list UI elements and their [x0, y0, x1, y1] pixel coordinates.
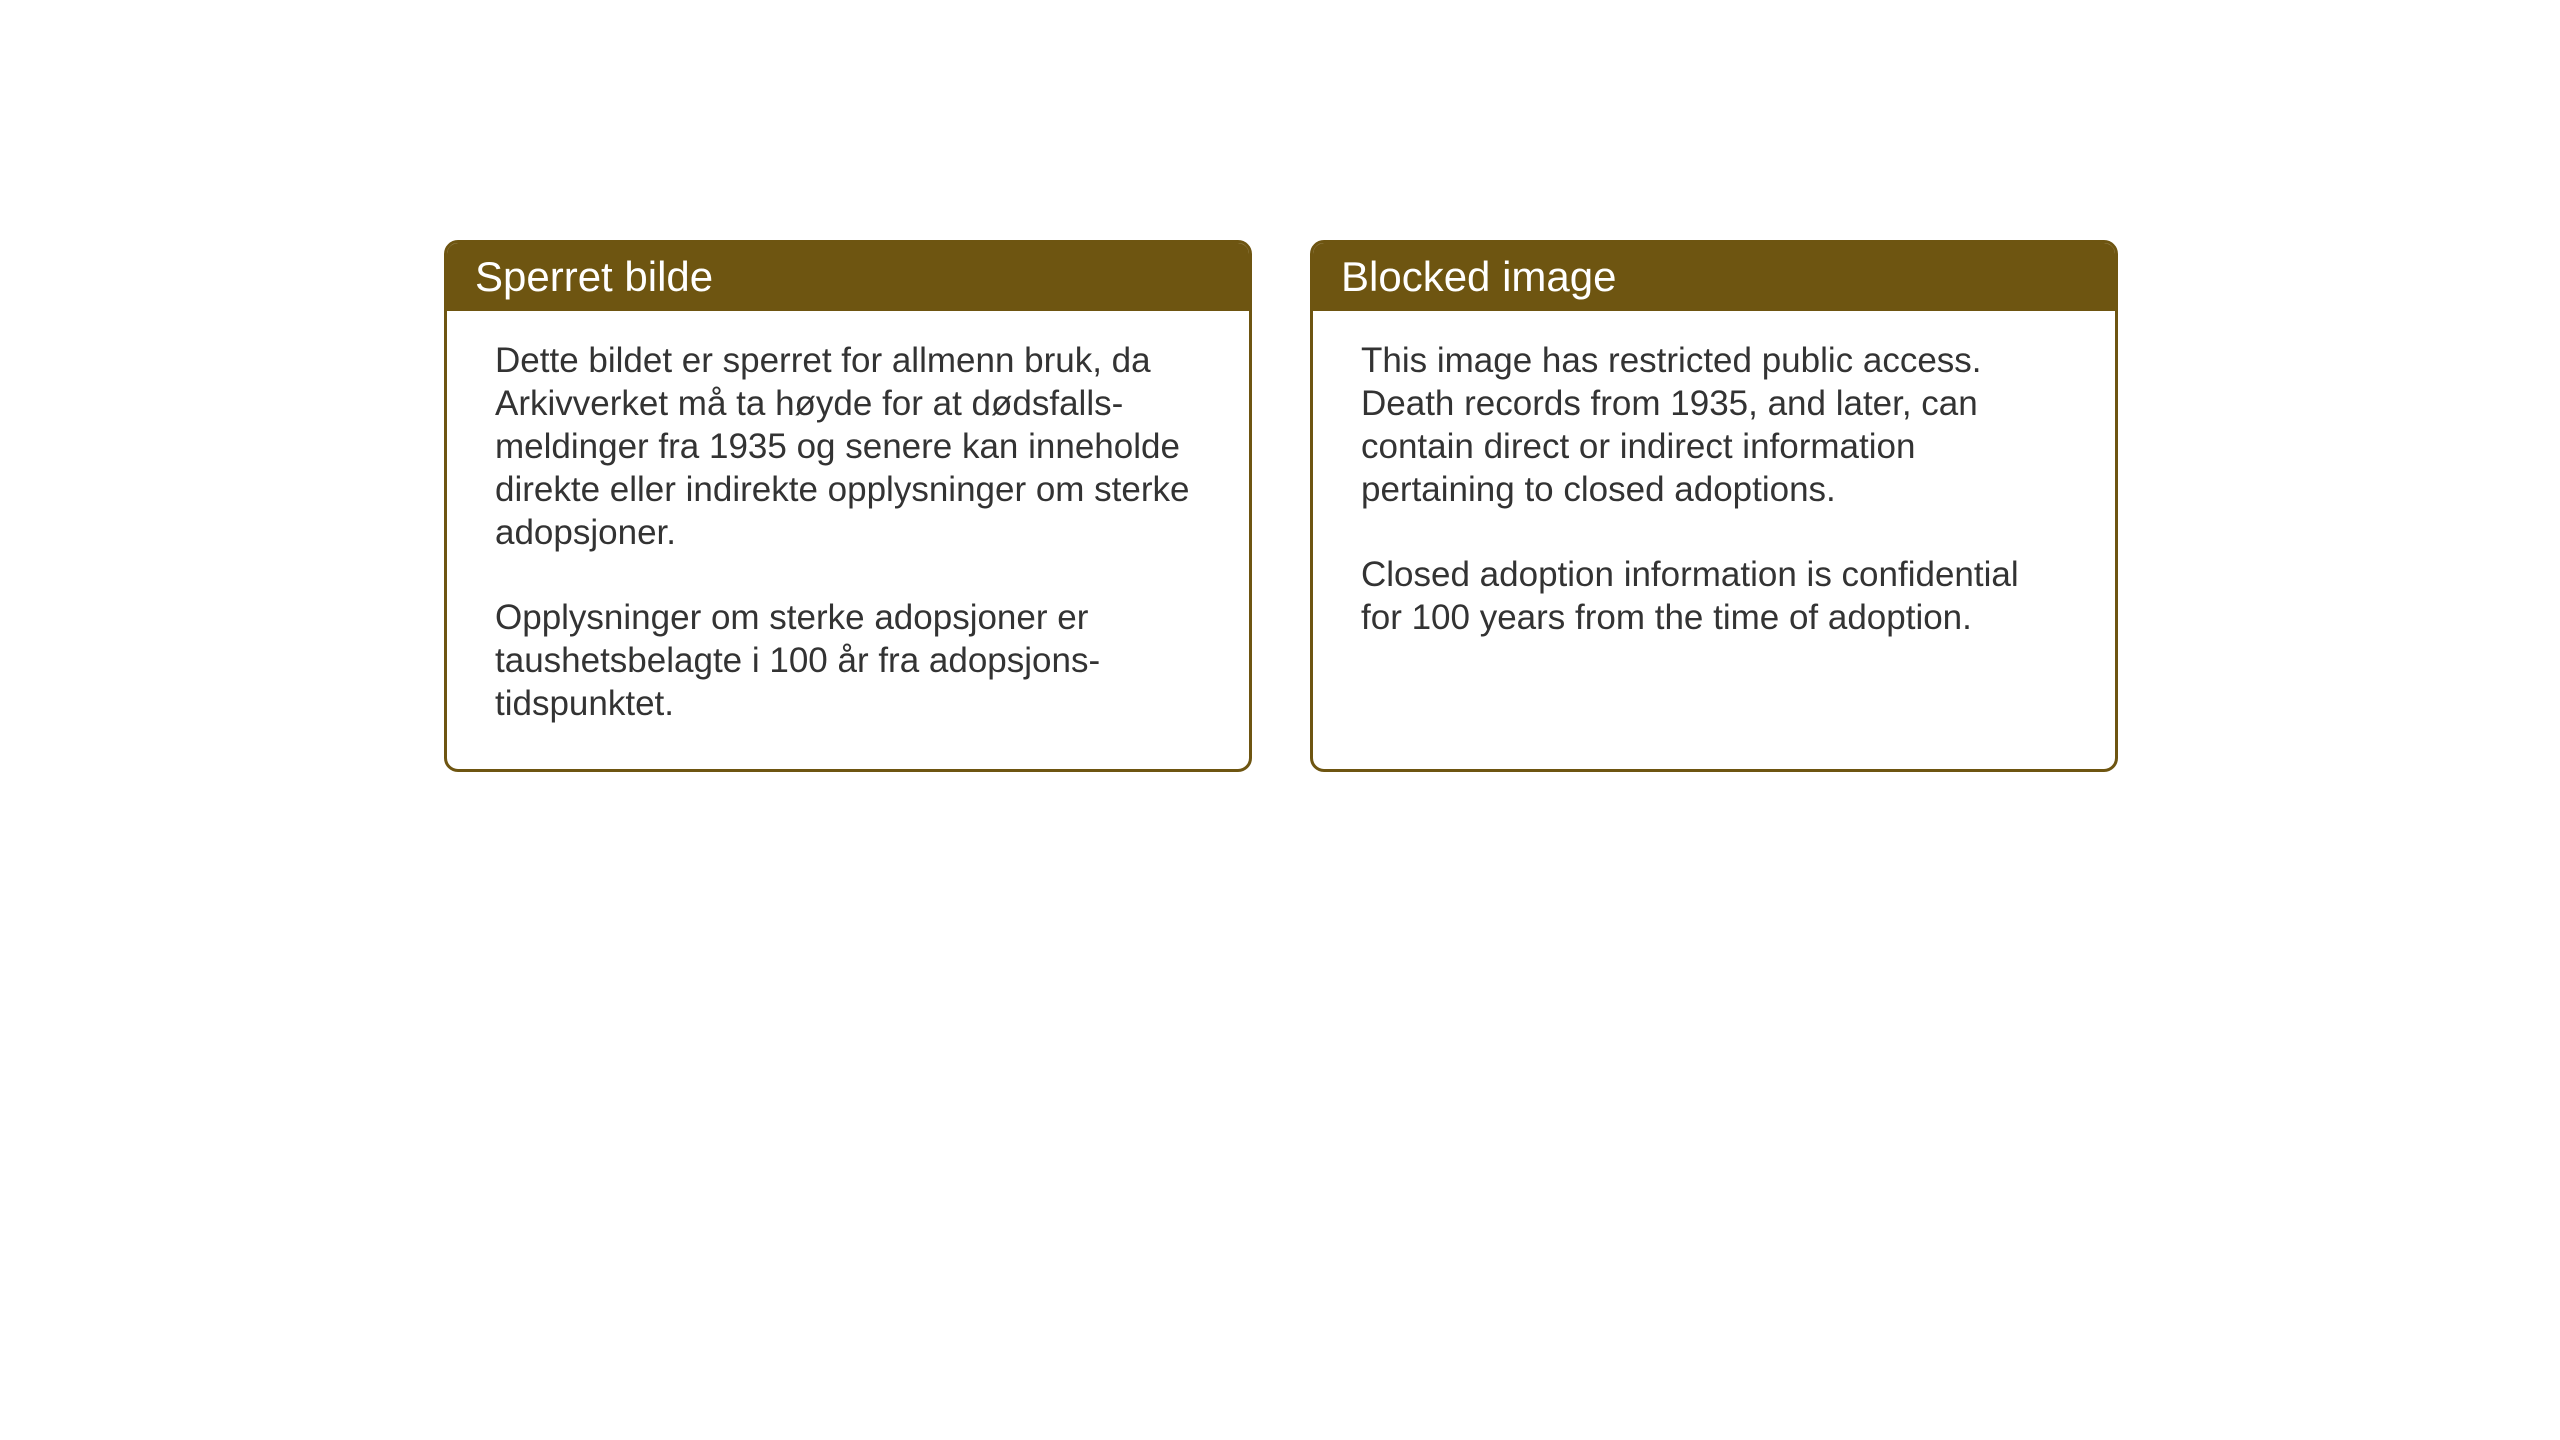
card-body: This image has restricted public access.…: [1313, 311, 2115, 683]
card-title: Sperret bilde: [475, 253, 713, 300]
card-header: Sperret bilde: [447, 243, 1249, 311]
card-paragraph: Dette bildet er sperret for allmenn bruk…: [495, 339, 1201, 554]
card-body: Dette bildet er sperret for allmenn bruk…: [447, 311, 1249, 769]
card-paragraph: Closed adoption information is confident…: [1361, 553, 2067, 639]
notice-card-english: Blocked image This image has restricted …: [1310, 240, 2118, 772]
card-title: Blocked image: [1341, 253, 1616, 300]
notice-card-norwegian: Sperret bilde Dette bildet er sperret fo…: [444, 240, 1252, 772]
notice-cards-container: Sperret bilde Dette bildet er sperret fo…: [444, 240, 2118, 772]
card-paragraph: Opplysninger om sterke adopsjoner er tau…: [495, 596, 1201, 725]
card-header: Blocked image: [1313, 243, 2115, 311]
card-paragraph: This image has restricted public access.…: [1361, 339, 2067, 511]
